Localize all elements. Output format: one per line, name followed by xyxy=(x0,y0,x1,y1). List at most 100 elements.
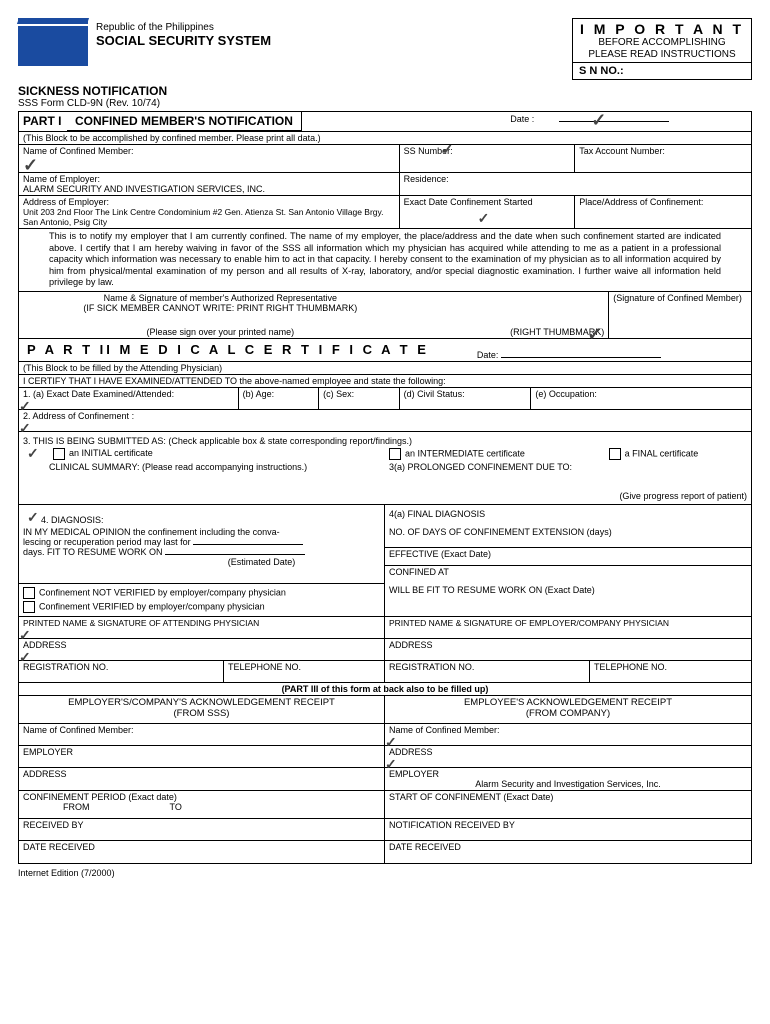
check-icon xyxy=(591,110,609,124)
no-days-ext: NO. OF DAYS OF CONFINEMENT EXTENSION (da… xyxy=(385,526,751,548)
opinion-l2: lescing or recuperation period may last … xyxy=(23,537,191,547)
notify-text: This is to notify my employer that I am … xyxy=(19,229,751,292)
important-title: I M P O R T A N T xyxy=(579,21,745,37)
from-label: FROM xyxy=(63,802,90,812)
reg-no-left: REGISTRATION NO. xyxy=(19,661,224,682)
not-verified: Confinement NOT VERIFIED by employer/com… xyxy=(39,587,286,597)
q4: 4. DIAGNOSIS: xyxy=(41,515,104,525)
confined-at: CONFINED AT xyxy=(385,566,751,584)
checkbox-intermediate[interactable] xyxy=(389,448,401,460)
left-ack-l2: (FROM SSS) xyxy=(23,708,380,719)
q1c: (c) Sex: xyxy=(319,388,400,409)
progress: (Give progress report of patient) xyxy=(385,473,751,504)
header-text: Republic of the Philippines SOCIAL SECUR… xyxy=(96,18,564,48)
chk-intermediate: an INTERMEDIATE certificate xyxy=(405,448,525,458)
sickness-title: SICKNESS NOTIFICATION xyxy=(18,84,752,98)
verified: Confinement VERIFIED by employer/company… xyxy=(39,601,265,611)
received-by: RECEIVED BY xyxy=(19,819,385,840)
auth-rep-l1: Name & Signature of member's Authorized … xyxy=(23,293,418,303)
chk-final: a FINAL certificate xyxy=(625,448,699,458)
addr-employer-label: Address of Employer: xyxy=(23,197,395,207)
final-diag: 4(a) FINAL DIAGNOSIS xyxy=(385,505,751,526)
form-number: SSS Form CLD-9N (Rev. 10/74) xyxy=(18,98,752,109)
p3-employer-right-val: Alarm Security and Investigation Service… xyxy=(389,779,747,789)
printed-attending: PRINTED NAME & SIGNATURE OF ATTENDING PH… xyxy=(23,618,259,628)
part2-date-label: Date: xyxy=(477,350,499,360)
fit-resume: WILL BE FIT TO RESUME WORK ON (Exact Dat… xyxy=(385,584,751,616)
right-ack-l1: EMPLOYEE'S ACKNOWLEDGEMENT RECEIPT xyxy=(389,697,747,708)
check-icon xyxy=(23,155,41,169)
p3-employer-left: EMPLOYER xyxy=(19,746,385,767)
q1e: (e) Occupation: xyxy=(531,388,751,409)
checkbox-verified[interactable] xyxy=(23,601,35,613)
p3-name-right: Name of Confined Member: xyxy=(389,725,500,735)
header: Republic of the Philippines SOCIAL SECUR… xyxy=(18,18,752,80)
address-right: ADDRESS xyxy=(385,639,751,660)
addr-employer-value: Unit 203 2nd Floor The Link Centre Condo… xyxy=(23,207,395,227)
important-line-2: PLEASE READ INSTRUCTIONS xyxy=(579,49,745,61)
tax-number-label: Tax Account Number: xyxy=(575,145,751,172)
part2-block-note: (This Block to be filled by the Attendin… xyxy=(19,362,751,374)
date-received-left: DATE RECEIVED xyxy=(19,841,385,863)
printed-company: PRINTED NAME & SIGNATURE OF EMPLOYER/COM… xyxy=(385,617,751,638)
sign-over: (Please sign over your printed name) xyxy=(23,327,418,337)
opinion-l1: IN MY MEDICAL OPINION the confinement in… xyxy=(23,527,380,537)
left-ack-l1: EMPLOYER'S/COMPANY'S ACKNOWLEDGEMENT REC… xyxy=(23,697,380,708)
part1-banner: CONFINED MEMBER'S NOTIFICATION xyxy=(67,112,302,131)
checkbox-not-verified[interactable] xyxy=(23,587,35,599)
to-label: TO xyxy=(170,802,182,812)
part1-header-row: PART I CONFINED MEMBER'S NOTIFICATION Da… xyxy=(19,112,751,132)
important-wrap: I M P O R T A N T BEFORE ACCOMPLISHING P… xyxy=(572,18,752,80)
residence-label: Residence: xyxy=(400,173,751,195)
clinical: CLINICAL SUMMARY: (Please read accompany… xyxy=(19,461,385,473)
employer-label: Name of Employer: xyxy=(23,174,395,184)
p3-name-left: Name of Confined Member: xyxy=(19,724,385,745)
exact-date-label: Exact Date Confinement Started xyxy=(404,197,533,207)
sig-member: (Signature of Confined Member) xyxy=(613,293,747,303)
q2: 2. Address of Confinement : xyxy=(23,411,134,421)
q1d: (d) Civil Status: xyxy=(400,388,532,409)
notif-received: NOTIFICATION RECEIVED BY xyxy=(385,819,751,840)
place-conf-label: Place/Address of Confinement: xyxy=(575,196,751,228)
part1-label: PART I xyxy=(19,112,65,130)
check-icon xyxy=(27,445,45,459)
employer-value: ALARM SECURITY AND INVESTIGATION SERVICE… xyxy=(23,184,395,194)
est-date: (Estimated Date) xyxy=(143,557,380,567)
chk-initial: an INITIAL certificate xyxy=(69,448,153,458)
form-body: PART I CONFINED MEMBER'S NOTIFICATION Da… xyxy=(18,111,752,864)
p3-employer-right: EMPLOYER xyxy=(389,769,747,779)
start-conf: START OF CONFINEMENT (Exact Date) xyxy=(385,791,751,818)
tel-no-left: TELEPHONE NO. xyxy=(224,661,385,682)
part2-title: P A R T II M E D I C A L C E R T I F I C… xyxy=(23,340,469,359)
date-label: Date : xyxy=(510,114,534,124)
republic-label: Republic of the Philippines xyxy=(96,22,564,33)
checkbox-final[interactable] xyxy=(609,448,621,460)
check-icon xyxy=(587,324,605,338)
part3-note: (PART III of this form at back also to b… xyxy=(19,683,751,695)
block-note: (This Block to be accomplished by confin… xyxy=(19,132,751,144)
days-fit: days. FIT TO RESUME WORK ON xyxy=(23,547,163,557)
system-title: SOCIAL SECURITY SYSTEM xyxy=(96,33,564,48)
effective: EFFECTIVE (Exact Date) xyxy=(385,548,751,566)
date-received-right: DATE RECEIVED xyxy=(385,841,751,863)
sss-logo xyxy=(18,18,88,66)
p3-address-left: ADDRESS xyxy=(19,768,385,790)
checkbox-initial[interactable] xyxy=(53,448,65,460)
auth-rep-l2: (IF SICK MEMBER CANNOT WRITE: PRINT RIGH… xyxy=(23,303,418,313)
right-ack-l2: (FROM COMPANY) xyxy=(389,708,747,719)
sn-no-box: S N NO.: xyxy=(572,63,752,80)
important-line-1: BEFORE ACCOMPLISHING xyxy=(579,37,745,49)
check-icon xyxy=(442,141,460,155)
q3: 3. THIS IS BEING SUBMITTED AS: (Check ap… xyxy=(19,432,751,447)
prolonged: 3(a) PROLONGED CONFINEMENT DUE TO: xyxy=(385,461,751,473)
q1a: 1. (a) Exact Date Examined/Attended: xyxy=(23,389,174,399)
footer: Internet Edition (7/2000) xyxy=(18,868,752,878)
tel-no-right: TELEPHONE NO. xyxy=(590,661,751,682)
q1b: (b) Age: xyxy=(239,388,320,409)
check-icon xyxy=(27,509,45,523)
right-thumb: (RIGHT THUMBMARK) xyxy=(426,327,605,337)
certify-text: I CERTIFY THAT I HAVE EXAMINED/ATTENDED … xyxy=(19,375,751,387)
check-icon xyxy=(478,210,496,224)
conf-period: CONFINEMENT PERIOD (Exact date) xyxy=(23,792,380,802)
reg-no-right: REGISTRATION NO. xyxy=(385,661,590,682)
